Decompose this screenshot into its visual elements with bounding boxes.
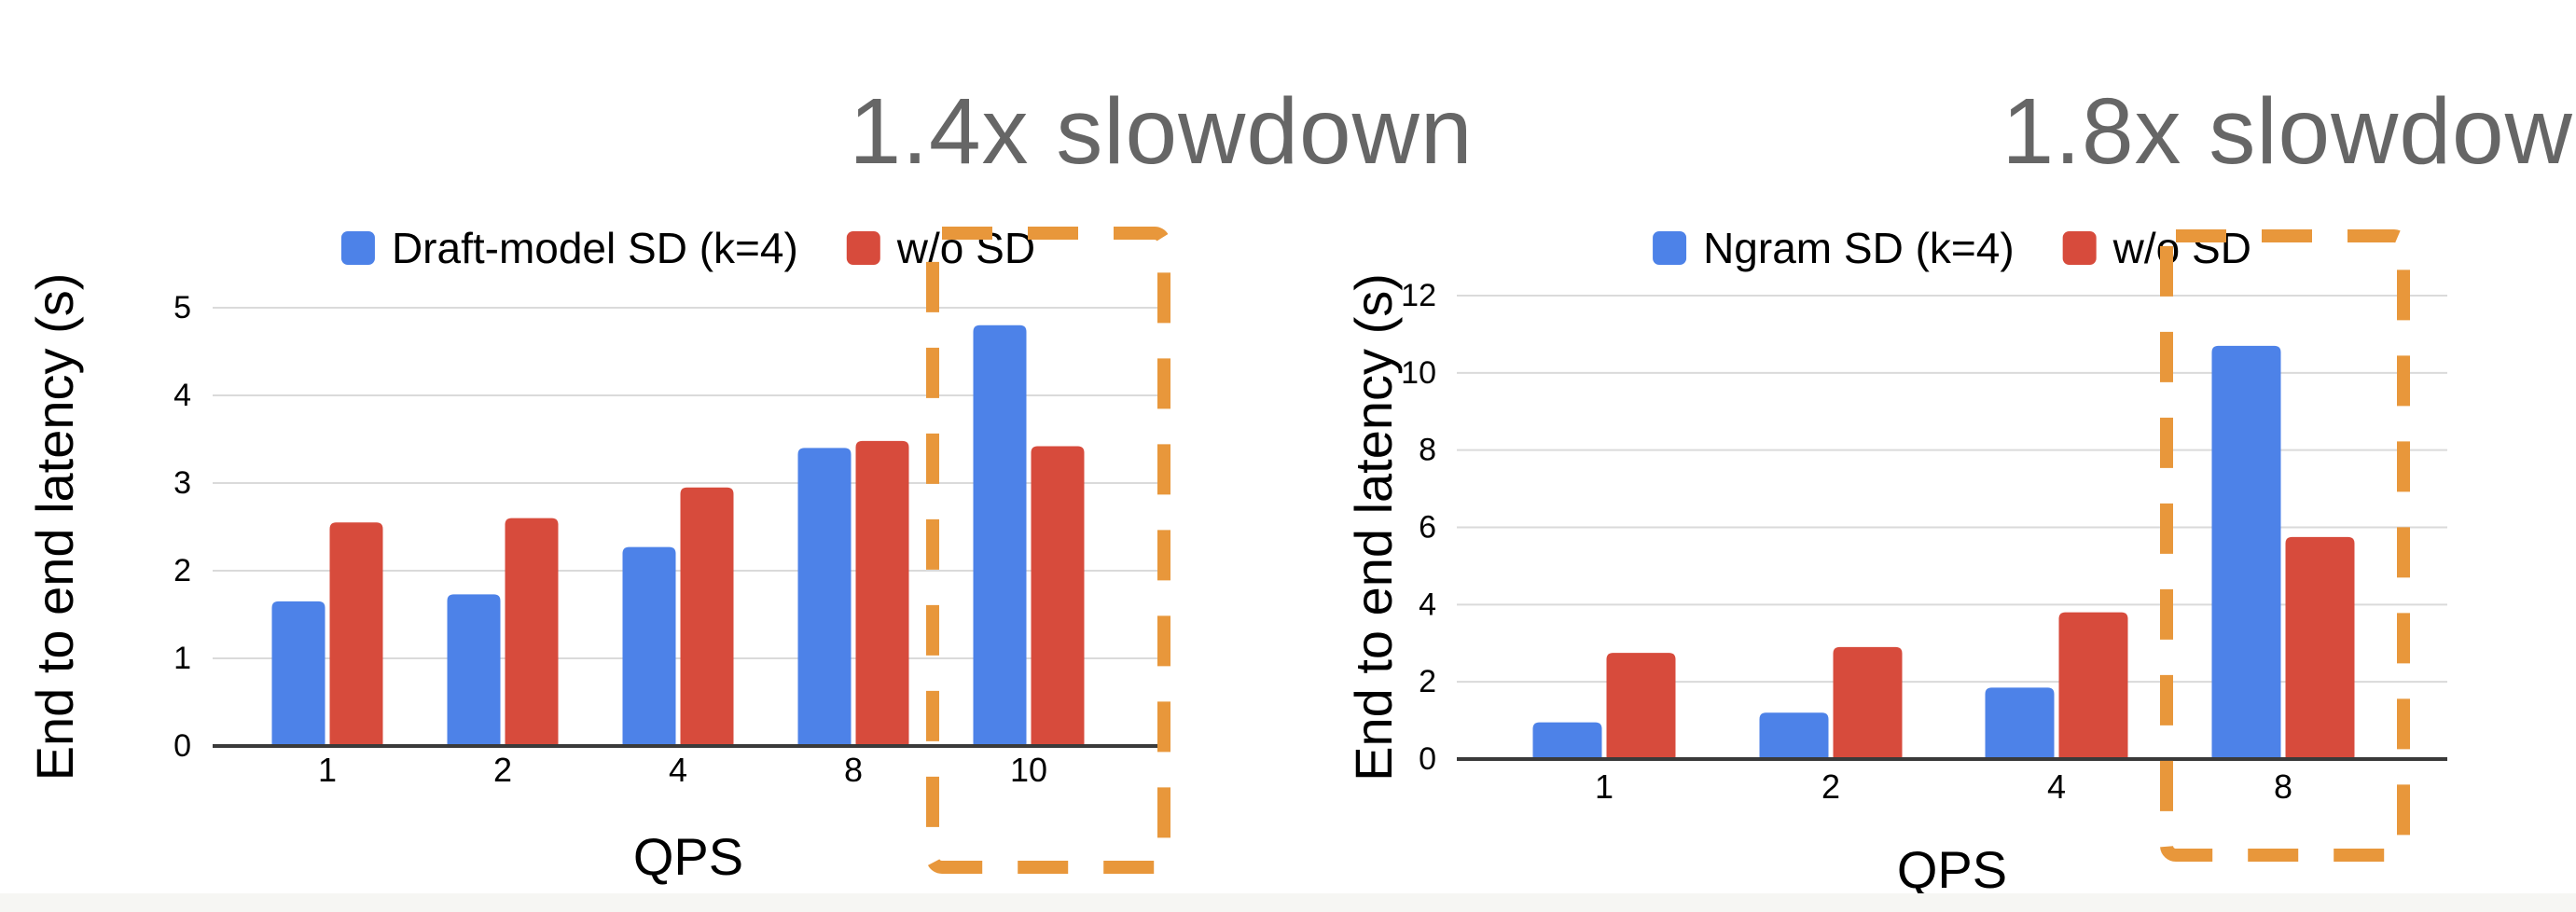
bar-series1-qps4 xyxy=(2058,612,2128,759)
legend: Draft-model SD (k=4) w/o SD xyxy=(340,224,1035,272)
legend-swatch-red xyxy=(846,231,880,265)
y-tick-label: 6 xyxy=(1419,510,1436,546)
y-axis-title: End to end latency (s) xyxy=(1344,273,1403,781)
x-axis-title: QPS xyxy=(633,827,743,886)
x-tick-label: 4 xyxy=(2047,767,2066,806)
legend-swatch-blue xyxy=(340,231,375,265)
x-axis-title: QPS xyxy=(1897,840,2007,899)
bar-series0-qps4 xyxy=(1985,687,2055,759)
legend-swatch-red xyxy=(2062,231,2097,265)
bar-series1-qps1 xyxy=(329,522,383,746)
y-tick-label: 1 xyxy=(173,641,191,676)
bar-series0-qps1 xyxy=(271,601,325,746)
y-tick-label: 0 xyxy=(173,728,191,764)
bar-series0-qps1 xyxy=(1532,722,1602,759)
y-tick-label: 2 xyxy=(173,553,191,588)
left-chart: 0 1 2 3 4 5 1 2 4 8 10 QPS End to end latency (s) Dra… xyxy=(25,224,1170,886)
x-tick-label: 10 xyxy=(1010,751,1047,789)
x-tick-label: 1 xyxy=(318,751,337,789)
y-tick-label: 0 xyxy=(1419,741,1436,777)
bar-series1-qps2 xyxy=(505,518,559,746)
legend-label: Draft-model SD (k=4) xyxy=(392,224,798,272)
x-tick-label: 8 xyxy=(844,751,863,789)
bar-series1-qps2 xyxy=(1833,646,1903,759)
bar-series0-qps10 xyxy=(973,325,1027,746)
y-tick-label: 3 xyxy=(173,465,191,501)
highlight-box-qps10 xyxy=(926,227,1170,874)
legend-label: Ngram SD (k=4) xyxy=(1703,224,2015,272)
bar-series1-qps4 xyxy=(680,487,734,746)
bar-series0-qps2 xyxy=(1759,712,1829,759)
y-tick-label: 5 xyxy=(173,290,191,325)
legend: Ngram SD (k=4) w/o SD xyxy=(1653,224,2251,272)
highlight-box-qps8 xyxy=(2160,229,2410,862)
x-tick-label: 1 xyxy=(1595,767,1613,806)
y-axis-title: End to end latency (s) xyxy=(25,273,84,781)
y-tick-label: 4 xyxy=(1419,587,1436,622)
bar-series1-qps8 xyxy=(855,440,909,746)
bar-series0-qps4 xyxy=(622,546,676,746)
y-tick-label: 2 xyxy=(1419,664,1436,699)
right-slowdown-annotation: 1.8x slowdown xyxy=(2001,79,2576,184)
bar-series0-qps8 xyxy=(2211,345,2281,759)
x-tick-label: 2 xyxy=(493,751,512,789)
bar-series1-qps1 xyxy=(1606,653,1676,759)
y-tick-label: 4 xyxy=(173,378,191,413)
x-tick-label: 8 xyxy=(2274,767,2292,806)
y-tick-label: 10 xyxy=(1401,355,1436,391)
bar-series1-qps10 xyxy=(1031,446,1085,746)
y-tick-label: 12 xyxy=(1401,278,1436,313)
left-slowdown-annotation: 1.4x slowdown xyxy=(849,79,1474,184)
slide-bottom-edge xyxy=(0,893,2576,912)
y-tick-label: 8 xyxy=(1419,433,1436,468)
bar-series0-qps8 xyxy=(797,448,852,746)
x-tick-label: 2 xyxy=(1821,767,1840,806)
legend-swatch-blue xyxy=(1653,231,1687,265)
bar-series1-qps8 xyxy=(2285,536,2355,759)
x-tick-label: 4 xyxy=(669,751,687,789)
bar-series0-qps2 xyxy=(447,594,501,746)
